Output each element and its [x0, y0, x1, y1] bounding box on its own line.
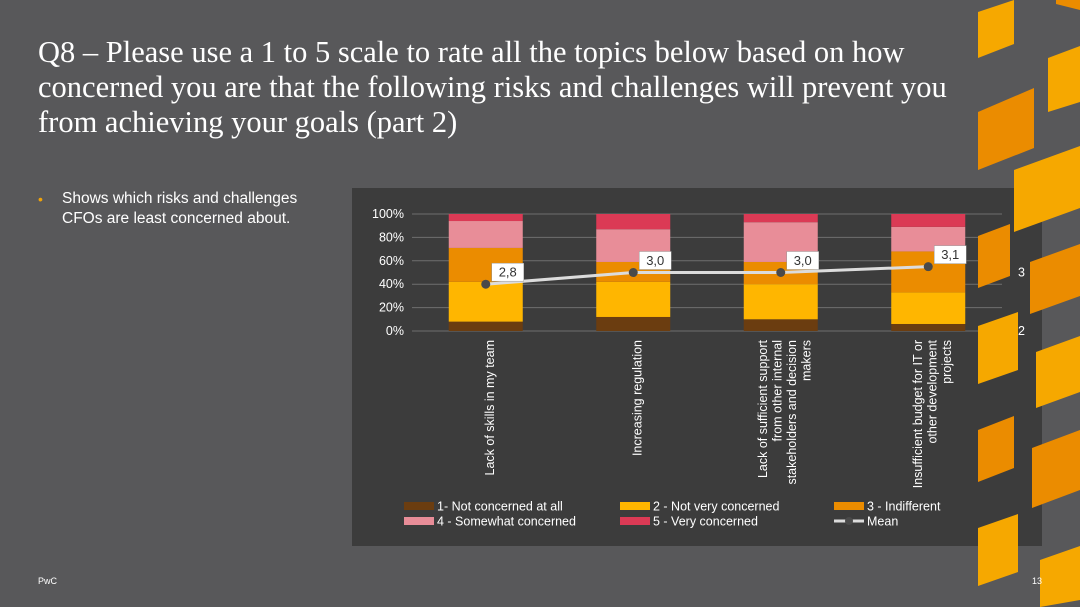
chart-svg: 0%20%40%60%80%100% 234 2,83,03,03,1 Lack… [352, 188, 1042, 546]
deco-shape [978, 0, 1014, 58]
x-tick-label-line: Insufficient budget for IT or [911, 340, 925, 488]
legend-label: 1- Not concerned at all [437, 500, 563, 514]
deco-shape [978, 514, 1018, 586]
y-left-tick-label: 80% [379, 230, 404, 244]
mean-point [481, 279, 491, 289]
bar-segment [448, 214, 523, 222]
mean-data-label: 2,8 [499, 265, 517, 280]
mean-point [628, 268, 638, 277]
stacked-bar-chart: 0%20%40%60%80%100% 234 2,83,03,03,1 Lack… [352, 188, 1042, 546]
bar-segment [891, 292, 966, 324]
legend-swatch [620, 502, 650, 510]
y-right-tick-label: 3 [1018, 266, 1025, 280]
x-tick-label: Insufficient budget for IT or other devel… [911, 339, 954, 488]
mean-data-label: 3,0 [646, 253, 664, 268]
mean-line-path [485, 265, 929, 286]
x-tick-label-line: Lack of skills in my team [483, 340, 497, 475]
x-tick-label: Lack of sufficient support from other int… [756, 339, 814, 484]
legend-label: 4 - Somewhat concerned [437, 515, 576, 529]
y-left-tick-label: 100% [372, 207, 404, 221]
mean-point [776, 268, 786, 277]
x-tick-label-line: other development [925, 339, 939, 443]
mean-data-label: 3,0 [794, 253, 812, 268]
deco-shape [1036, 336, 1080, 408]
deco-shape [1048, 46, 1080, 112]
bar-segment [891, 214, 966, 227]
legend-label: 5 - Very concerned [653, 515, 758, 529]
deco-shape [978, 88, 1034, 170]
y-left-tick-label: 40% [379, 277, 404, 291]
y-left-tick-label: 20% [379, 301, 404, 315]
legend-label: Mean [867, 515, 898, 529]
bar-segment [891, 323, 966, 331]
x-tick-label-line: from other internal [771, 340, 785, 441]
deco-shape [1032, 430, 1080, 508]
mean-point [923, 262, 933, 272]
decorative-shapes [978, 0, 1080, 607]
deco-shape [978, 312, 1018, 384]
x-tick-label-line: Lack of sufficient support [756, 339, 770, 478]
legend-label: 3 - Indifferent [867, 500, 941, 514]
y-right-tick-label: 2 [1018, 324, 1025, 338]
deco-shape [1014, 146, 1080, 232]
page-number: 13 [1031, 576, 1042, 586]
x-tick-label-line: stakeholders and decision [785, 340, 799, 485]
deco-shape [1040, 546, 1080, 607]
legend-swatch [834, 502, 864, 510]
bar-segment [448, 221, 523, 248]
legend-marker [845, 517, 853, 525]
x-tick-label: Increasing regulation [630, 340, 644, 456]
x-tick-label: Lack of skills in my team [483, 340, 497, 475]
x-tick-label-line: makers [800, 340, 814, 381]
bar-segment [743, 284, 818, 320]
bar-segment [743, 214, 818, 223]
slide-title: Q8 – Please use a 1 to 5 scale to rate a… [38, 35, 947, 139]
legend-swatch [404, 517, 434, 525]
legend-swatch [404, 502, 434, 510]
mean-label-box [639, 251, 672, 270]
y-left-tick-label: 0% [386, 324, 404, 338]
mean-label-box [934, 245, 967, 264]
mean-label-box [491, 262, 524, 282]
deco-shape [1030, 244, 1080, 314]
deco-shape [1056, 0, 1080, 10]
deco-shape [978, 416, 1014, 482]
footer-brand: PwC [38, 576, 58, 586]
bar-segment [596, 316, 671, 331]
y-left-tick-label: 60% [379, 254, 404, 268]
legend-label: 2 - Not very concerned [653, 500, 779, 514]
mean-label-box [786, 251, 819, 270]
bullet-item: Shows which risks and challenges CFOs ar… [38, 189, 298, 229]
bar-segment [448, 321, 523, 331]
mean-data-label: 3,1 [941, 247, 959, 262]
bullet-list: Shows which risks and challenges CFOs ar… [38, 189, 298, 229]
legend-swatch [620, 517, 650, 525]
deco-shape [978, 224, 1010, 288]
x-tick-label-line: projects [940, 340, 954, 384]
bar-segment [596, 281, 671, 317]
bar-segment [743, 319, 818, 331]
bar-segment [596, 214, 671, 230]
x-tick-label-line: Increasing regulation [630, 340, 644, 456]
